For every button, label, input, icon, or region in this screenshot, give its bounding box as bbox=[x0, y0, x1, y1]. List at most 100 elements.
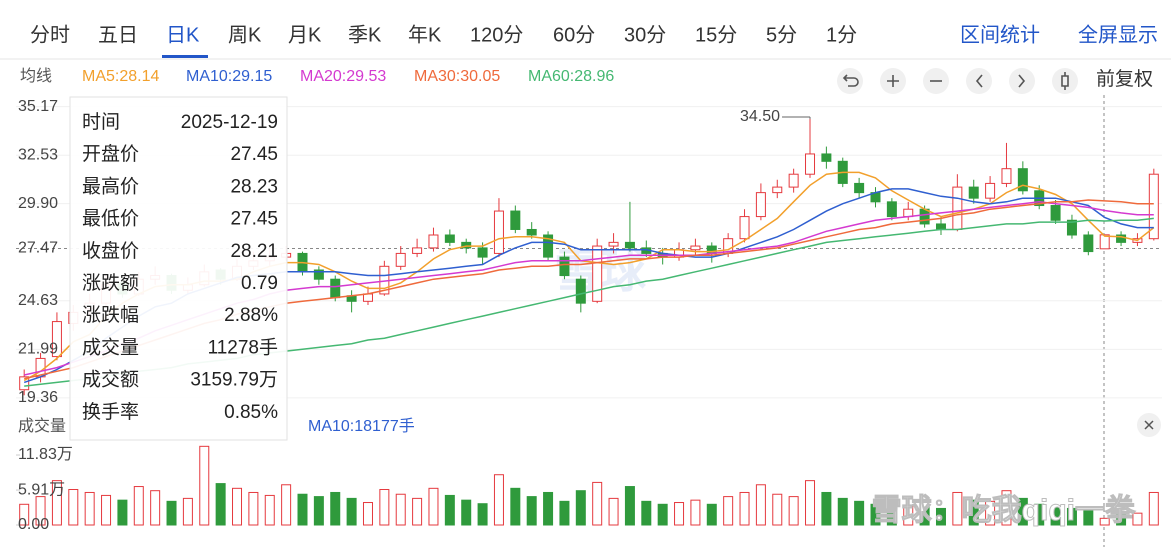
close-volume[interactable] bbox=[1137, 413, 1161, 437]
candle-body bbox=[428, 234, 439, 249]
volume-bar bbox=[35, 496, 46, 526]
y-tick-label: 19.36 bbox=[18, 389, 58, 406]
period-tab[interactable]: 周K bbox=[228, 24, 262, 46]
ma-legend: MA30:30.05 bbox=[414, 68, 500, 85]
candle-body bbox=[821, 153, 832, 162]
tooltip-value: 2025-12-19 bbox=[181, 112, 278, 133]
volume-bar bbox=[444, 494, 455, 526]
volume-bar bbox=[428, 487, 439, 526]
period-tab[interactable]: 日K bbox=[166, 24, 200, 46]
tooltip-value: 11278手 bbox=[208, 336, 278, 358]
fullscreen[interactable]: 全屏显示 bbox=[1078, 23, 1158, 46]
candle-body bbox=[1050, 205, 1061, 221]
volume-bar bbox=[346, 497, 357, 526]
period-tab[interactable]: 60分 bbox=[553, 23, 595, 46]
volume-bar bbox=[723, 496, 734, 526]
zoom-in-icon[interactable] bbox=[880, 68, 906, 94]
y-tick-label: 32.53 bbox=[18, 146, 58, 163]
volume-bar bbox=[248, 491, 259, 526]
tooltip-label: 最低价 bbox=[82, 208, 139, 230]
period-tab[interactable]: 5分 bbox=[766, 23, 797, 46]
candle-icon[interactable] bbox=[1052, 68, 1078, 94]
candle-body bbox=[935, 223, 946, 230]
period-tab[interactable]: 年K bbox=[408, 23, 442, 46]
period-tab[interactable]: 1分 bbox=[826, 23, 857, 46]
ma-legend: MA60:28.96 bbox=[528, 68, 614, 85]
left-icon[interactable] bbox=[966, 68, 992, 94]
volume-bar bbox=[395, 493, 406, 526]
period-tab[interactable]: 15分 bbox=[695, 23, 737, 46]
right-icon[interactable] bbox=[1009, 68, 1035, 94]
volume-bar bbox=[657, 503, 668, 526]
period-tab[interactable]: 季K bbox=[348, 23, 382, 46]
tooltip: 时间 2025-12-19 开盘价 27.45 最高价 28.23 最低价 27.45 收盘价 2… bbox=[69, 96, 288, 441]
ma-title: 均线 bbox=[20, 67, 52, 85]
y-tick-label: 27.47 bbox=[18, 240, 58, 257]
tooltip-value: 28.23 bbox=[230, 176, 278, 197]
close-glyph bbox=[1144, 420, 1154, 430]
candle-body bbox=[362, 293, 373, 302]
candle-body bbox=[739, 216, 750, 240]
volume-bar bbox=[526, 496, 537, 526]
volume-bar bbox=[985, 500, 996, 526]
period-tab[interactable]: 30分 bbox=[624, 23, 666, 46]
volume-bar bbox=[510, 487, 521, 526]
volume-bar bbox=[805, 480, 816, 526]
volume-bar bbox=[68, 489, 79, 526]
candle-body bbox=[543, 234, 554, 258]
volume-bar bbox=[968, 499, 979, 526]
zoom-out-icon[interactable] bbox=[923, 68, 949, 94]
candle-body bbox=[1116, 234, 1127, 243]
tooltip-box bbox=[69, 96, 288, 441]
volume-bar bbox=[641, 500, 652, 526]
volume-bar bbox=[1017, 497, 1028, 526]
period-tab[interactable]: 分时 bbox=[30, 23, 70, 46]
candle-body bbox=[985, 182, 996, 199]
volume-bar bbox=[19, 503, 30, 526]
volume-tick-label: 5.91万 bbox=[18, 481, 65, 498]
period-tab[interactable]: 120分 bbox=[470, 23, 523, 46]
annotation: 34.50 bbox=[740, 108, 780, 125]
period-tab[interactable]: 月K bbox=[288, 24, 322, 46]
watermark-author: 雪球：吃我qiqi一拳 bbox=[872, 494, 1136, 527]
volume-bar bbox=[264, 494, 275, 526]
tooltip-value: 3159.79万 bbox=[190, 370, 278, 391]
volume-title: 成交量 bbox=[18, 417, 66, 435]
volume-bar bbox=[788, 496, 799, 526]
volume-bar bbox=[461, 499, 472, 526]
volume-bar bbox=[1083, 509, 1094, 526]
period-tab[interactable]: 五日 bbox=[98, 24, 138, 46]
tooltip-rows: 时间 2025-12-19 开盘价 27.45 最高价 28.23 最低价 27.45 收盘价 2… bbox=[82, 111, 278, 423]
candle-body bbox=[1001, 168, 1012, 184]
volume-bar bbox=[1066, 507, 1077, 526]
volume-bar bbox=[592, 481, 603, 526]
volume-bar bbox=[1099, 517, 1110, 526]
volume-bar bbox=[1050, 506, 1061, 526]
volume-bar bbox=[903, 505, 914, 526]
volume-bar bbox=[837, 497, 848, 526]
volume-bar bbox=[1034, 503, 1045, 526]
ma-legend: MA20:29.53 bbox=[300, 68, 386, 85]
tooltip-value: 0.79 bbox=[241, 273, 278, 294]
tooltip-label: 最高价 bbox=[82, 175, 139, 197]
candle-body bbox=[559, 256, 570, 277]
candle-body bbox=[444, 234, 455, 243]
volume-bar bbox=[166, 500, 177, 526]
candle-body bbox=[772, 186, 783, 194]
adjust-mode[interactable]: 前复权 bbox=[1096, 68, 1153, 90]
volume-bar bbox=[379, 489, 390, 526]
tooltip-value: 27.45 bbox=[230, 144, 278, 165]
range-stats[interactable]: 区间统计 bbox=[960, 23, 1040, 46]
volume-bar bbox=[493, 474, 504, 526]
volume-bar bbox=[674, 502, 685, 526]
candle-body bbox=[624, 241, 635, 249]
candle-body bbox=[755, 192, 766, 218]
tooltip-label: 涨跌幅 bbox=[82, 304, 139, 326]
candle-body bbox=[886, 201, 897, 218]
reset-icon[interactable] bbox=[837, 68, 863, 94]
volume-bar bbox=[84, 491, 95, 526]
candle-body bbox=[1099, 234, 1110, 250]
volume-bar bbox=[313, 496, 324, 526]
volume-bar bbox=[330, 491, 341, 526]
tooltip-value: 27.45 bbox=[230, 209, 278, 230]
